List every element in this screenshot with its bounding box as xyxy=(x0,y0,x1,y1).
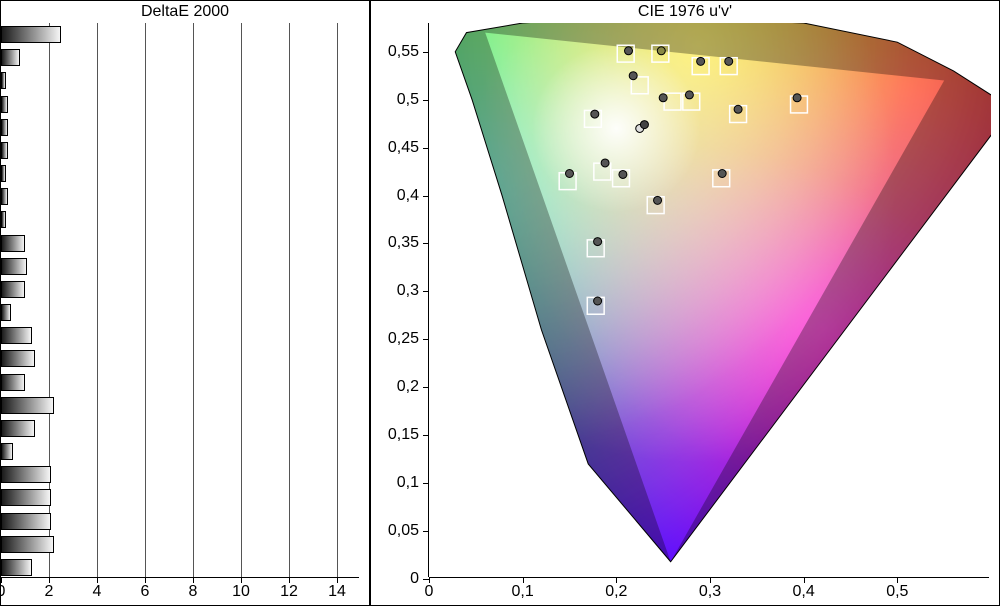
deltae-bar xyxy=(1,188,8,205)
measured-point xyxy=(566,170,574,178)
y-tick-label: 0,5 xyxy=(397,91,419,109)
x-tick-label: 0 xyxy=(0,583,5,601)
grid-line xyxy=(241,23,242,577)
x-tick-label: 6 xyxy=(141,583,150,601)
y-tick-label: 0,4 xyxy=(397,187,419,205)
deltae-bar xyxy=(1,420,35,437)
deltae-bar xyxy=(1,559,32,576)
measured-point xyxy=(657,47,665,55)
deltae-title: DeltaE 2000 xyxy=(1,3,369,21)
deltae-bar xyxy=(1,489,51,506)
deltae-bar xyxy=(1,513,51,530)
measured-point xyxy=(685,91,693,99)
deltae-panel: DeltaE 2000 0 2 4 6 8 10 12 14 xyxy=(0,0,370,606)
deltae-bar xyxy=(1,466,51,483)
cie-title: CIE 1976 u'v' xyxy=(371,3,999,21)
y-tick-label: 0,2 xyxy=(397,378,419,396)
deltae-bar xyxy=(1,397,54,414)
x-tick-label: 14 xyxy=(328,583,346,601)
grid-line xyxy=(97,23,98,577)
measured-point xyxy=(725,57,733,65)
deltae-bar-area xyxy=(1,23,359,577)
cie-y-axis: 00,050,10,150,20,250,30,350,40,450,50,55 xyxy=(371,23,429,577)
deltae-bar xyxy=(1,443,13,460)
y-tick-label: 0 xyxy=(410,570,419,588)
measured-point xyxy=(793,94,801,102)
y-tick-label: 0,1 xyxy=(397,474,419,492)
grid-line xyxy=(145,23,146,577)
measured-point xyxy=(594,238,602,246)
deltae-bar xyxy=(1,258,27,275)
deltae-bar xyxy=(1,72,6,89)
measured-point xyxy=(718,170,726,178)
x-tick-label: 12 xyxy=(280,583,298,601)
deltae-bar xyxy=(1,26,61,43)
x-tick-label: 0,3 xyxy=(699,583,721,601)
measured-point xyxy=(601,159,609,167)
y-tick-label: 0,35 xyxy=(388,234,419,252)
measured-point xyxy=(625,47,633,55)
y-tick-label: 0,05 xyxy=(388,522,419,540)
measured-point xyxy=(697,57,705,65)
x-tick-label: 0,4 xyxy=(793,583,815,601)
y-tick-label: 0,15 xyxy=(388,426,419,444)
y-tick-label: 0,45 xyxy=(388,139,419,157)
grid-line xyxy=(337,23,338,577)
x-tick-label: 0,5 xyxy=(886,583,908,601)
cie-plot-area xyxy=(429,23,989,577)
root: DeltaE 2000 02468101214 CIE 1976 u'v' 00… xyxy=(0,0,1000,606)
cie-svg xyxy=(429,23,991,579)
deltae-bar xyxy=(1,235,25,252)
deltae-bar xyxy=(1,281,25,298)
x-tick-label: 0 xyxy=(425,583,434,601)
deltae-bar xyxy=(1,96,8,113)
x-tick-label: 10 xyxy=(232,583,250,601)
deltae-bar xyxy=(1,327,32,344)
measured-point xyxy=(594,297,602,305)
x-tick-label: 4 xyxy=(93,583,102,601)
y-tick-label: 0,25 xyxy=(388,330,419,348)
measured-point xyxy=(734,105,742,113)
x-tick-label: 0,2 xyxy=(605,583,627,601)
deltae-bar xyxy=(1,165,6,182)
measured-point xyxy=(619,170,627,178)
deltae-x-axis: 0 2 4 6 8 10 12 14 xyxy=(1,577,359,601)
measured-point xyxy=(640,121,648,129)
measured-point xyxy=(654,196,662,204)
cie-x-axis: 00,10,20,30,40,5 xyxy=(429,577,989,601)
x-tick-label: 0,1 xyxy=(512,583,534,601)
y-tick-label: 0,55 xyxy=(388,43,419,61)
y-tick-label: 0,3 xyxy=(397,282,419,300)
measured-point xyxy=(591,110,599,118)
deltae-bar xyxy=(1,49,20,66)
x-tick-label: 8 xyxy=(189,583,198,601)
deltae-bar xyxy=(1,374,25,391)
deltae-bar xyxy=(1,211,6,228)
deltae-bar xyxy=(1,304,11,321)
cie-panel: CIE 1976 u'v' 0 0,05 0,1 0,15 0,2 0,25 0,3 0,35… xyxy=(370,0,1000,606)
deltae-bar xyxy=(1,142,8,159)
grid-line xyxy=(289,23,290,577)
deltae-bar xyxy=(1,119,8,136)
grid-line xyxy=(193,23,194,577)
x-tick-label: 2 xyxy=(45,583,54,601)
deltae-bar xyxy=(1,350,35,367)
measured-point xyxy=(629,72,637,80)
measured-point xyxy=(659,94,667,102)
deltae-bar xyxy=(1,536,54,553)
